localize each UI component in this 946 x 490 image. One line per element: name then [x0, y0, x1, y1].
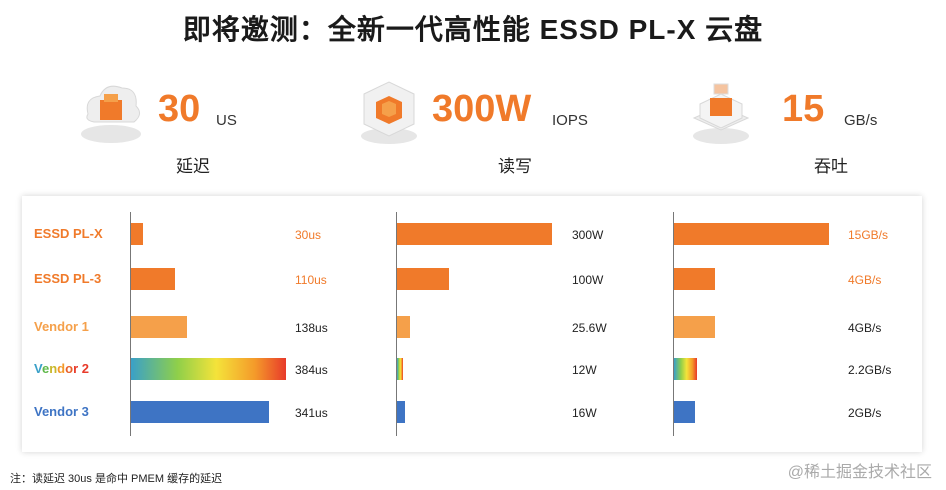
bar-2-essd-pl-3: [397, 268, 449, 290]
bar-3-vendor-3: [674, 401, 695, 423]
page-title: 即将邀测：全新一代高性能 ESSD PL-X 云盘: [182, 14, 764, 45]
bar-1-vendor-1: [131, 316, 187, 338]
cloud-cube-icon: [81, 85, 141, 143]
bar-1-essd-pl-x: [131, 223, 144, 245]
axis-3: [673, 212, 674, 436]
value-label-2-essd-pl-3: 100W: [572, 273, 604, 287]
throughput-value: 15: [782, 88, 825, 130]
category-label-vendor-2: Vendor 2: [34, 361, 89, 376]
bar-1-vendor-2: [131, 358, 286, 380]
value-label-3-vendor-2: 2.2GB/s: [848, 363, 892, 377]
metric-throughput: 15 GB/s 吞吐: [684, 68, 946, 178]
metric-iops: 300W IOPS 读写: [352, 68, 652, 178]
metric-latency: 30 US 延迟: [74, 68, 374, 178]
category-label-vendor-1: Vendor 1: [34, 319, 89, 334]
value-label-2-vendor-2: 12W: [572, 363, 597, 377]
value-label-1-essd-pl-x: 30us: [295, 228, 322, 242]
comparison-chart-panel: ESSD PL-X ESSD PL-3 Vendor 1 Vendor 2 Vendor…: [22, 196, 922, 452]
value-label-1-vendor-1: 138us: [295, 321, 328, 335]
bar-3-essd-pl-3: [674, 268, 716, 290]
throughput-label: 吞吐: [814, 157, 848, 176]
throughput-unit: GB/s: [844, 112, 878, 129]
bar-2-vendor-1: [397, 316, 411, 338]
value-label-1-vendor-3: 341us: [295, 406, 328, 420]
bar-2-vendor-2: [397, 358, 404, 380]
category-label-essd-pl-x: ESSD PL-X: [34, 226, 103, 241]
value-label-2-essd-pl-x: 300W: [572, 228, 604, 242]
watermark: @稀土掘金技术社区: [787, 464, 932, 481]
value-label-3-vendor-3: 2GB/s: [848, 406, 882, 420]
footnote: 注：读延迟 30us 是命中 PMEM 缓存的延迟: [10, 473, 223, 485]
value-label-2-vendor-3: 16W: [572, 406, 597, 420]
chip-cube-icon: [361, 81, 417, 144]
category-label-essd-pl-3: ESSD PL-3: [34, 271, 102, 286]
value-label-1-vendor-2: 384us: [295, 363, 328, 377]
value-label-2-vendor-1: 25.6W: [572, 321, 607, 335]
category-label-vendor-3: Vendor 3: [34, 404, 89, 419]
iops-unit: IOPS: [552, 112, 588, 129]
bar-3-vendor-1: [674, 316, 716, 338]
latency-label: 延迟: [176, 157, 210, 176]
iops-value: 300W: [432, 88, 532, 130]
value-label-3-essd-pl-x: 15GB/s: [848, 228, 889, 242]
value-label-1-essd-pl-3: 110us: [295, 273, 327, 287]
bar-3-vendor-2: [674, 358, 697, 380]
stacked-box-icon: [692, 83, 750, 144]
bar-1-essd-pl-3: [131, 268, 176, 290]
latency-unit: US: [216, 112, 237, 129]
axis-2: [396, 212, 397, 436]
bar-3-essd-pl-x: [674, 223, 829, 245]
axis-1: [130, 212, 131, 436]
bar-2-vendor-3: [397, 401, 406, 423]
bar-1-vendor-3: [131, 401, 269, 423]
bar-2-essd-pl-x: [397, 223, 552, 245]
iops-label: 读写: [498, 157, 532, 176]
value-label-3-essd-pl-3: 4GB/s: [848, 273, 882, 287]
value-label-3-vendor-1: 4GB/s: [848, 321, 882, 335]
latency-value: 30: [158, 88, 201, 130]
